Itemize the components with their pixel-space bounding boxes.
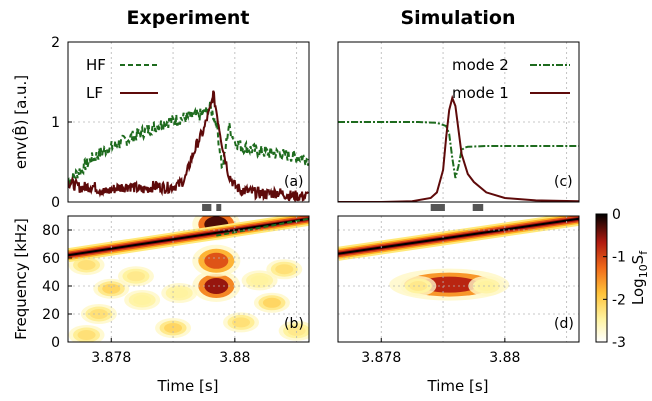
time-window-marker [473,204,484,211]
legend-hf-label: HF [86,56,106,74]
panel-c-legend: mode 2 mode 1 [452,56,570,102]
y-tick-label: 2 [51,35,60,51]
y-tick-label: 40 [42,279,60,295]
time-window-marker [431,204,445,211]
spectral-blob [204,253,228,269]
spectral-blob [127,271,145,281]
time-window-marker [202,204,211,211]
panel-a-series [68,91,308,201]
time-markers [202,204,483,211]
y-tick-label: 0 [51,335,60,351]
legend-lf-label: LF [86,84,103,102]
panel-c-series [338,98,579,202]
y-tick-label: 0 [51,195,60,211]
panel-c-envelope-simulation: mode 2 mode 1 (c) [338,42,579,202]
y-tick-label: 1 [51,115,60,131]
colorbar: 0 -1 -2 -3 Log10Sf [596,207,650,351]
y-tick-label: 20 [42,307,60,323]
colorbar-gradient [596,214,607,342]
y-tick-label: 80 [42,223,60,239]
panel-b-xlabel: Time [s] [157,377,219,395]
colorbar-tick-label: -1 [612,250,626,266]
x-tick-label: 3.88 [489,350,520,366]
spectral-blob [133,295,151,305]
panel-a-legend: HF LF [86,56,158,102]
colorbar-tick-label: -2 [612,292,626,308]
column-title-experiment: Experiment [127,7,250,29]
panel-a-ylabel: env(B̂) [a.u.] [11,75,30,169]
y-tick-label: 60 [42,251,60,267]
series-line-mode-1 [338,98,579,202]
panel-b-ylabel: Frequency [kHz] [12,218,30,340]
legend-mode1-label: mode 1 [452,84,509,102]
colorbar-label: Log10Sf [629,250,650,305]
spectral-blob [477,281,495,291]
panel-d-spectrogram-simulation: 3.878 3.88 (d) Time [s] [338,216,579,395]
x-tick-label: 3.878 [91,350,131,366]
colorbar-tick-label: -3 [612,335,626,351]
spectral-blob [275,264,293,274]
spectral-blob [78,260,96,270]
panel-a-envelope-experiment: 0 1 2 HF LF (a) env(B̂) [a.u.] [11,35,309,211]
panel-c-label: (c) [554,174,573,190]
spectral-blob [251,275,269,285]
colorbar-tick-label: 0 [612,207,621,223]
panel-b-label: (b) [284,316,304,332]
panel-d-xlabel: Time [s] [427,377,489,395]
panel-d-label: (d) [554,316,574,332]
legend-mode2-label: mode 2 [452,56,509,74]
series-line-hf [68,101,308,185]
column-title-simulation: Simulation [400,7,515,29]
spectral-blob [78,330,96,340]
panel-a-label: (a) [284,174,304,190]
time-window-marker [216,204,221,211]
x-tick-label: 3.878 [361,350,401,366]
spectral-blob [263,298,281,308]
x-tick-label: 3.88 [219,350,250,366]
